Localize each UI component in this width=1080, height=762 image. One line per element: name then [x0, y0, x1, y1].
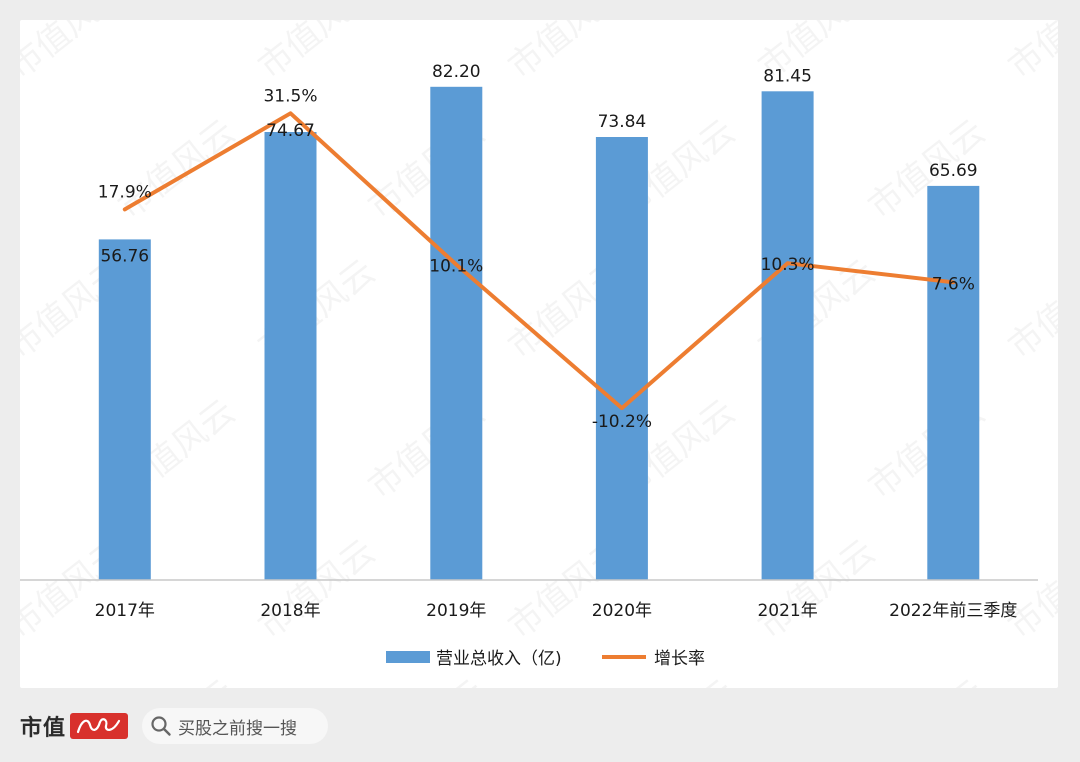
watermark-text: 市值风云: [111, 672, 243, 688]
bar: [927, 185, 980, 580]
x-tick-label: 2022年前三季度: [889, 601, 1017, 621]
watermark-text: 市值风云: [611, 672, 743, 688]
brand-name: 市值: [20, 715, 67, 741]
brand-seal-glyph: [76, 718, 121, 734]
watermark-text: 市值风云: [501, 20, 633, 87]
legend-bar-label: 营业总收入（亿): [436, 649, 562, 669]
watermark-text: 市值风云: [361, 672, 493, 688]
growth-rate-label: 7.6%: [932, 274, 975, 294]
bar: [264, 132, 317, 580]
brand-logo-seal: [70, 713, 129, 739]
watermark-text: 市值风云: [20, 20, 133, 87]
watermark-text: 市值风云: [251, 20, 383, 87]
growth-rate-label: 10.1%: [429, 257, 483, 277]
growth-rate-label: 10.3%: [761, 255, 815, 275]
bar-series: [98, 86, 980, 581]
bar: [98, 239, 151, 580]
chart-card: 市值风云 市值风云 市值风云 市值风云 市值风云 市值风云 市值风云 市值风云 市值风云 市值风云…: [20, 20, 1058, 688]
x-tick-label: 2017年: [95, 601, 155, 621]
legend-bar-swatch: [386, 651, 430, 663]
x-tick-label: 2021年: [757, 601, 817, 621]
bar-value-label: 73.84: [598, 112, 647, 132]
search-pill[interactable]: 买股之前搜一搜: [142, 708, 329, 744]
bar-value-labels: 56.76 74.67 82.20 73.84 81.45 65.69: [100, 62, 977, 267]
x-tick-label: 2019年: [426, 601, 486, 621]
growth-rate-label: -10.2%: [592, 412, 652, 432]
footer: 市值 买股之前搜一搜: [20, 704, 620, 748]
bar-value-label: 82.20: [432, 62, 481, 82]
growth-rate-line: [122, 111, 956, 411]
x-tick-labels: 2017年 2018年 2019年 2020年 2021年 2022年前三季度: [95, 601, 1018, 621]
watermark-text: 市值风云: [861, 672, 993, 688]
bar: [595, 137, 648, 580]
search-icon: [151, 716, 171, 736]
bar-value-label: 74.67: [266, 121, 315, 141]
growth-rate-labels: 17.9% 31.5% 10.1% -10.2% 10.3% 7.6%: [98, 86, 975, 432]
watermark-text: 市值风云: [1001, 20, 1058, 87]
legend: 营业总收入（亿) 增长率: [386, 649, 705, 669]
watermark-text: 市值风云: [1001, 532, 1058, 647]
growth-rate-label: 17.9%: [98, 182, 152, 202]
bar-value-label: 81.45: [763, 66, 812, 86]
search-label: 买股之前搜一搜: [178, 718, 298, 739]
watermark-text: 市值风云: [111, 112, 243, 227]
bar: [430, 86, 483, 581]
x-tick-label: 2018年: [260, 601, 320, 621]
x-tick-label: 2020年: [592, 601, 652, 621]
bar-value-label: 56.76: [100, 246, 149, 266]
legend-line-label: 增长率: [654, 649, 705, 669]
bar-value-label: 65.69: [929, 161, 978, 181]
bar: [761, 91, 814, 581]
watermark-text: 市值风云: [1001, 252, 1058, 367]
growth-rate-label: 31.5%: [263, 86, 317, 106]
